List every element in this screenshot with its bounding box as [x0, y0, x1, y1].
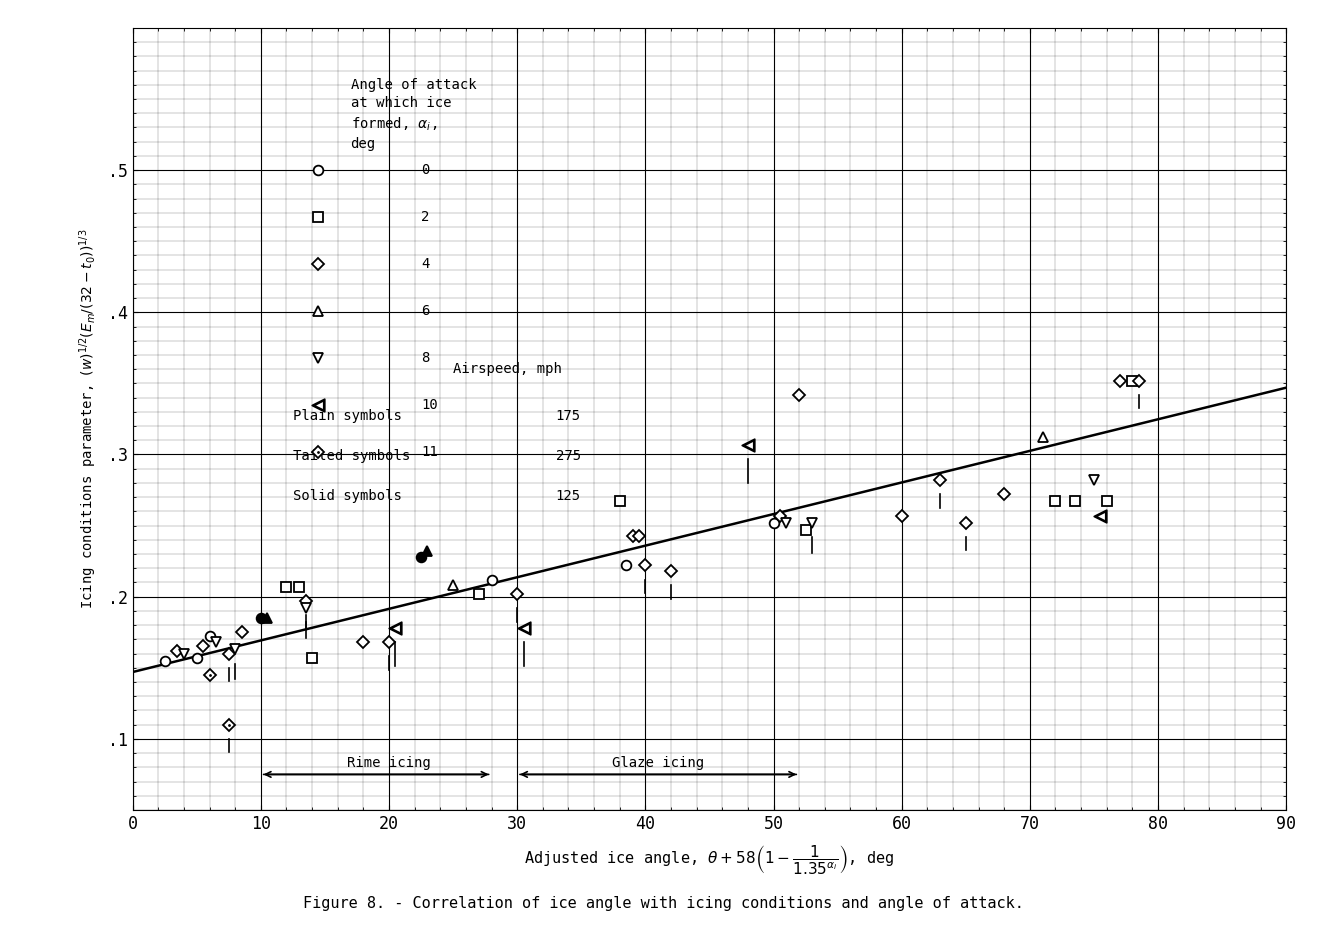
Text: 2: 2 — [422, 210, 430, 224]
Text: Figure 8. - Correlation of ice angle with icing conditions and angle of attack.: Figure 8. - Correlation of ice angle wit… — [302, 896, 1024, 911]
Text: 275: 275 — [556, 449, 581, 463]
Text: 175: 175 — [556, 409, 581, 423]
Text: 4: 4 — [422, 257, 430, 271]
Text: 8: 8 — [422, 351, 430, 365]
Text: Solid symbols: Solid symbols — [293, 489, 402, 503]
X-axis label: Adjusted ice angle, $\theta + 58\left(1 - \dfrac{1}{1.35^{\alpha_i}}\right)$, de: Adjusted ice angle, $\theta + 58\left(1 … — [524, 843, 895, 877]
Text: Plain symbols: Plain symbols — [293, 409, 402, 423]
Text: Rime icing: Rime icing — [347, 756, 431, 770]
Text: 6: 6 — [422, 304, 430, 317]
Text: 0: 0 — [422, 163, 430, 177]
Text: Airspeed, mph: Airspeed, mph — [453, 362, 562, 376]
Text: Tailed symbols: Tailed symbols — [293, 449, 410, 463]
Text: 10: 10 — [422, 398, 438, 412]
Text: Angle of attack
at which ice
formed, $\alpha_i$,
deg: Angle of attack at which ice formed, $\a… — [350, 77, 476, 151]
Text: 11: 11 — [422, 445, 438, 459]
Text: 125: 125 — [556, 489, 581, 503]
Text: Glaze icing: Glaze icing — [613, 756, 704, 770]
Y-axis label: Icing conditions parameter, $(w)^{1/2}(E_m/(32 - t_0))^{1/3}$: Icing conditions parameter, $(w)^{1/2}(E… — [78, 229, 99, 609]
